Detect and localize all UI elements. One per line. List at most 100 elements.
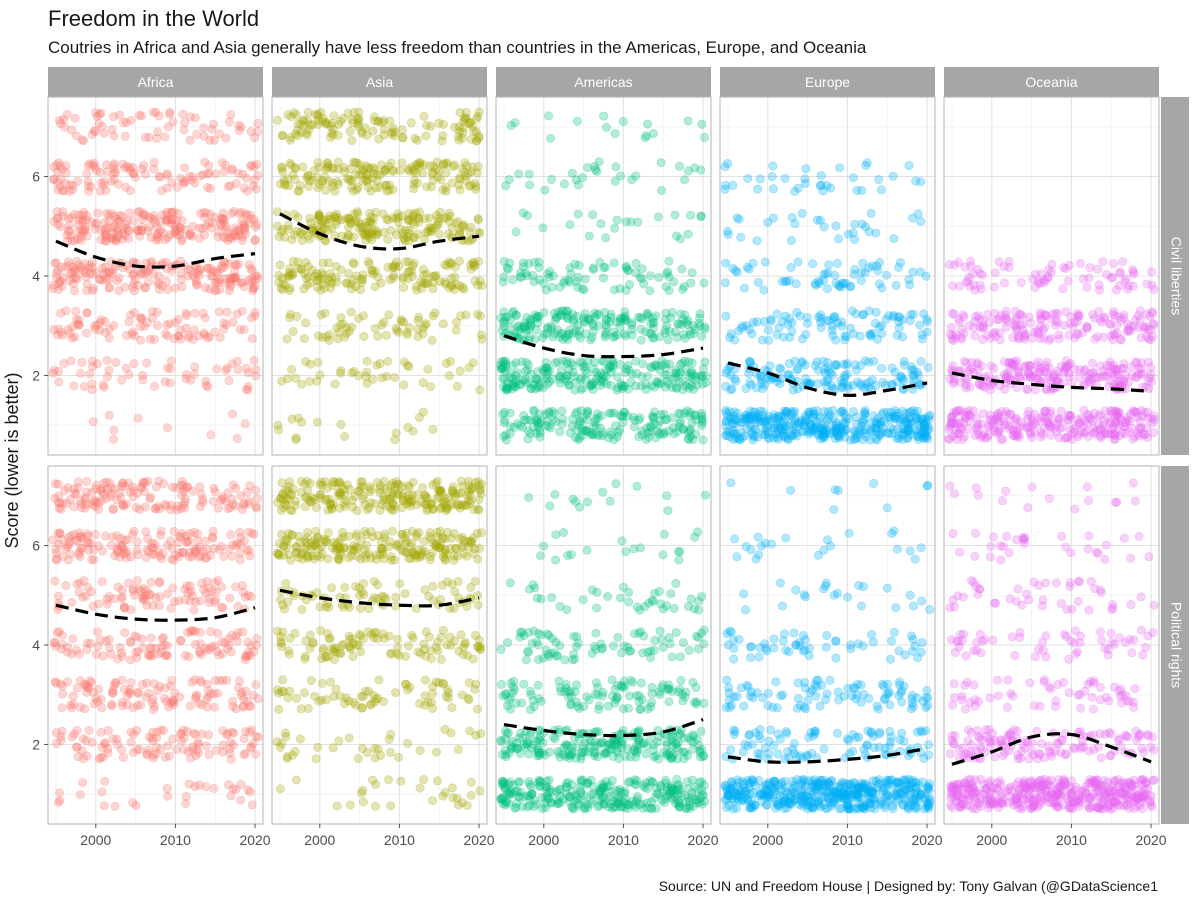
- data-point: [143, 650, 153, 660]
- data-point: [677, 264, 687, 274]
- data-point: [291, 164, 301, 174]
- data-point: [168, 583, 178, 593]
- data-point: [132, 224, 142, 234]
- data-point: [534, 263, 544, 273]
- data-point: [661, 282, 671, 292]
- data-point: [180, 497, 190, 507]
- data-point: [250, 235, 260, 245]
- data-point: [209, 783, 219, 793]
- data-point: [675, 234, 685, 244]
- data-point: [1146, 370, 1156, 380]
- data-point: [88, 417, 98, 427]
- data-point: [1009, 415, 1019, 425]
- data-point: [109, 320, 119, 330]
- data-point: [573, 209, 583, 219]
- data-point: [180, 595, 190, 605]
- data-point: [78, 778, 88, 788]
- data-point: [473, 309, 483, 319]
- data-point: [428, 223, 438, 233]
- data-point: [176, 636, 186, 646]
- data-point: [911, 176, 921, 186]
- data-point: [221, 133, 231, 143]
- data-point: [817, 430, 827, 440]
- data-point: [441, 159, 451, 169]
- data-point: [126, 552, 136, 562]
- data-point: [444, 371, 454, 381]
- data-point: [1146, 335, 1156, 345]
- data-point: [333, 334, 343, 344]
- data-point: [787, 318, 797, 328]
- data-point: [850, 235, 860, 245]
- data-point: [112, 531, 122, 541]
- data-point: [152, 321, 162, 331]
- data-point: [87, 379, 97, 389]
- data-point: [57, 703, 67, 713]
- data-point: [112, 214, 122, 224]
- data-point: [146, 492, 156, 502]
- data-point: [68, 691, 78, 701]
- data-point: [905, 315, 915, 325]
- data-point: [466, 180, 476, 190]
- data-point: [674, 161, 684, 171]
- data-point: [664, 426, 674, 436]
- data-point: [844, 414, 854, 424]
- data-point: [860, 222, 870, 232]
- data-point: [786, 236, 796, 246]
- data-point: [114, 286, 124, 296]
- data-point: [700, 322, 710, 332]
- data-point: [154, 172, 164, 182]
- data-point: [83, 181, 93, 191]
- data-point: [499, 374, 509, 384]
- data-point: [55, 528, 65, 538]
- data-point: [225, 593, 235, 603]
- data-point: [1096, 372, 1106, 382]
- data-point: [151, 748, 161, 758]
- data-point: [231, 541, 241, 551]
- data-point: [212, 364, 222, 374]
- data-point: [70, 236, 80, 246]
- data-point: [67, 333, 77, 343]
- data-point: [246, 161, 256, 171]
- data-point: [57, 281, 67, 291]
- data-point: [624, 280, 634, 290]
- data-point: [56, 222, 66, 232]
- data-point: [1030, 385, 1040, 395]
- data-point: [418, 264, 428, 274]
- data-point: [560, 276, 570, 286]
- data-point: [82, 687, 92, 697]
- data-point: [118, 212, 128, 222]
- data-point: [645, 271, 655, 281]
- data-point: [1024, 312, 1034, 322]
- data-point: [588, 210, 598, 220]
- data-point: [687, 268, 697, 278]
- data-point: [176, 173, 186, 183]
- data-point: [348, 157, 358, 167]
- data-point: [420, 234, 430, 244]
- data-point: [412, 178, 422, 188]
- data-point: [428, 424, 438, 434]
- data-point: [881, 270, 891, 280]
- data-point: [224, 117, 234, 127]
- data-point: [944, 260, 954, 270]
- data-point: [1040, 406, 1050, 416]
- data-point: [195, 264, 205, 274]
- data-point: [1074, 311, 1084, 321]
- data-point: [218, 214, 228, 224]
- data-point: [154, 111, 164, 121]
- data-point: [813, 312, 823, 322]
- data-point: [118, 159, 128, 169]
- data-point: [148, 549, 158, 559]
- data-point: [209, 135, 219, 145]
- data-point: [134, 688, 144, 698]
- data-point: [179, 125, 189, 135]
- data-point: [908, 406, 918, 416]
- facet-strip-asia: [272, 67, 487, 97]
- data-point: [511, 310, 521, 320]
- data-point: [61, 262, 71, 272]
- data-point: [399, 282, 409, 292]
- data-point: [1054, 334, 1064, 344]
- data-point: [861, 379, 871, 389]
- data-point: [496, 364, 506, 374]
- data-point: [222, 363, 232, 373]
- data-point: [1109, 329, 1119, 339]
